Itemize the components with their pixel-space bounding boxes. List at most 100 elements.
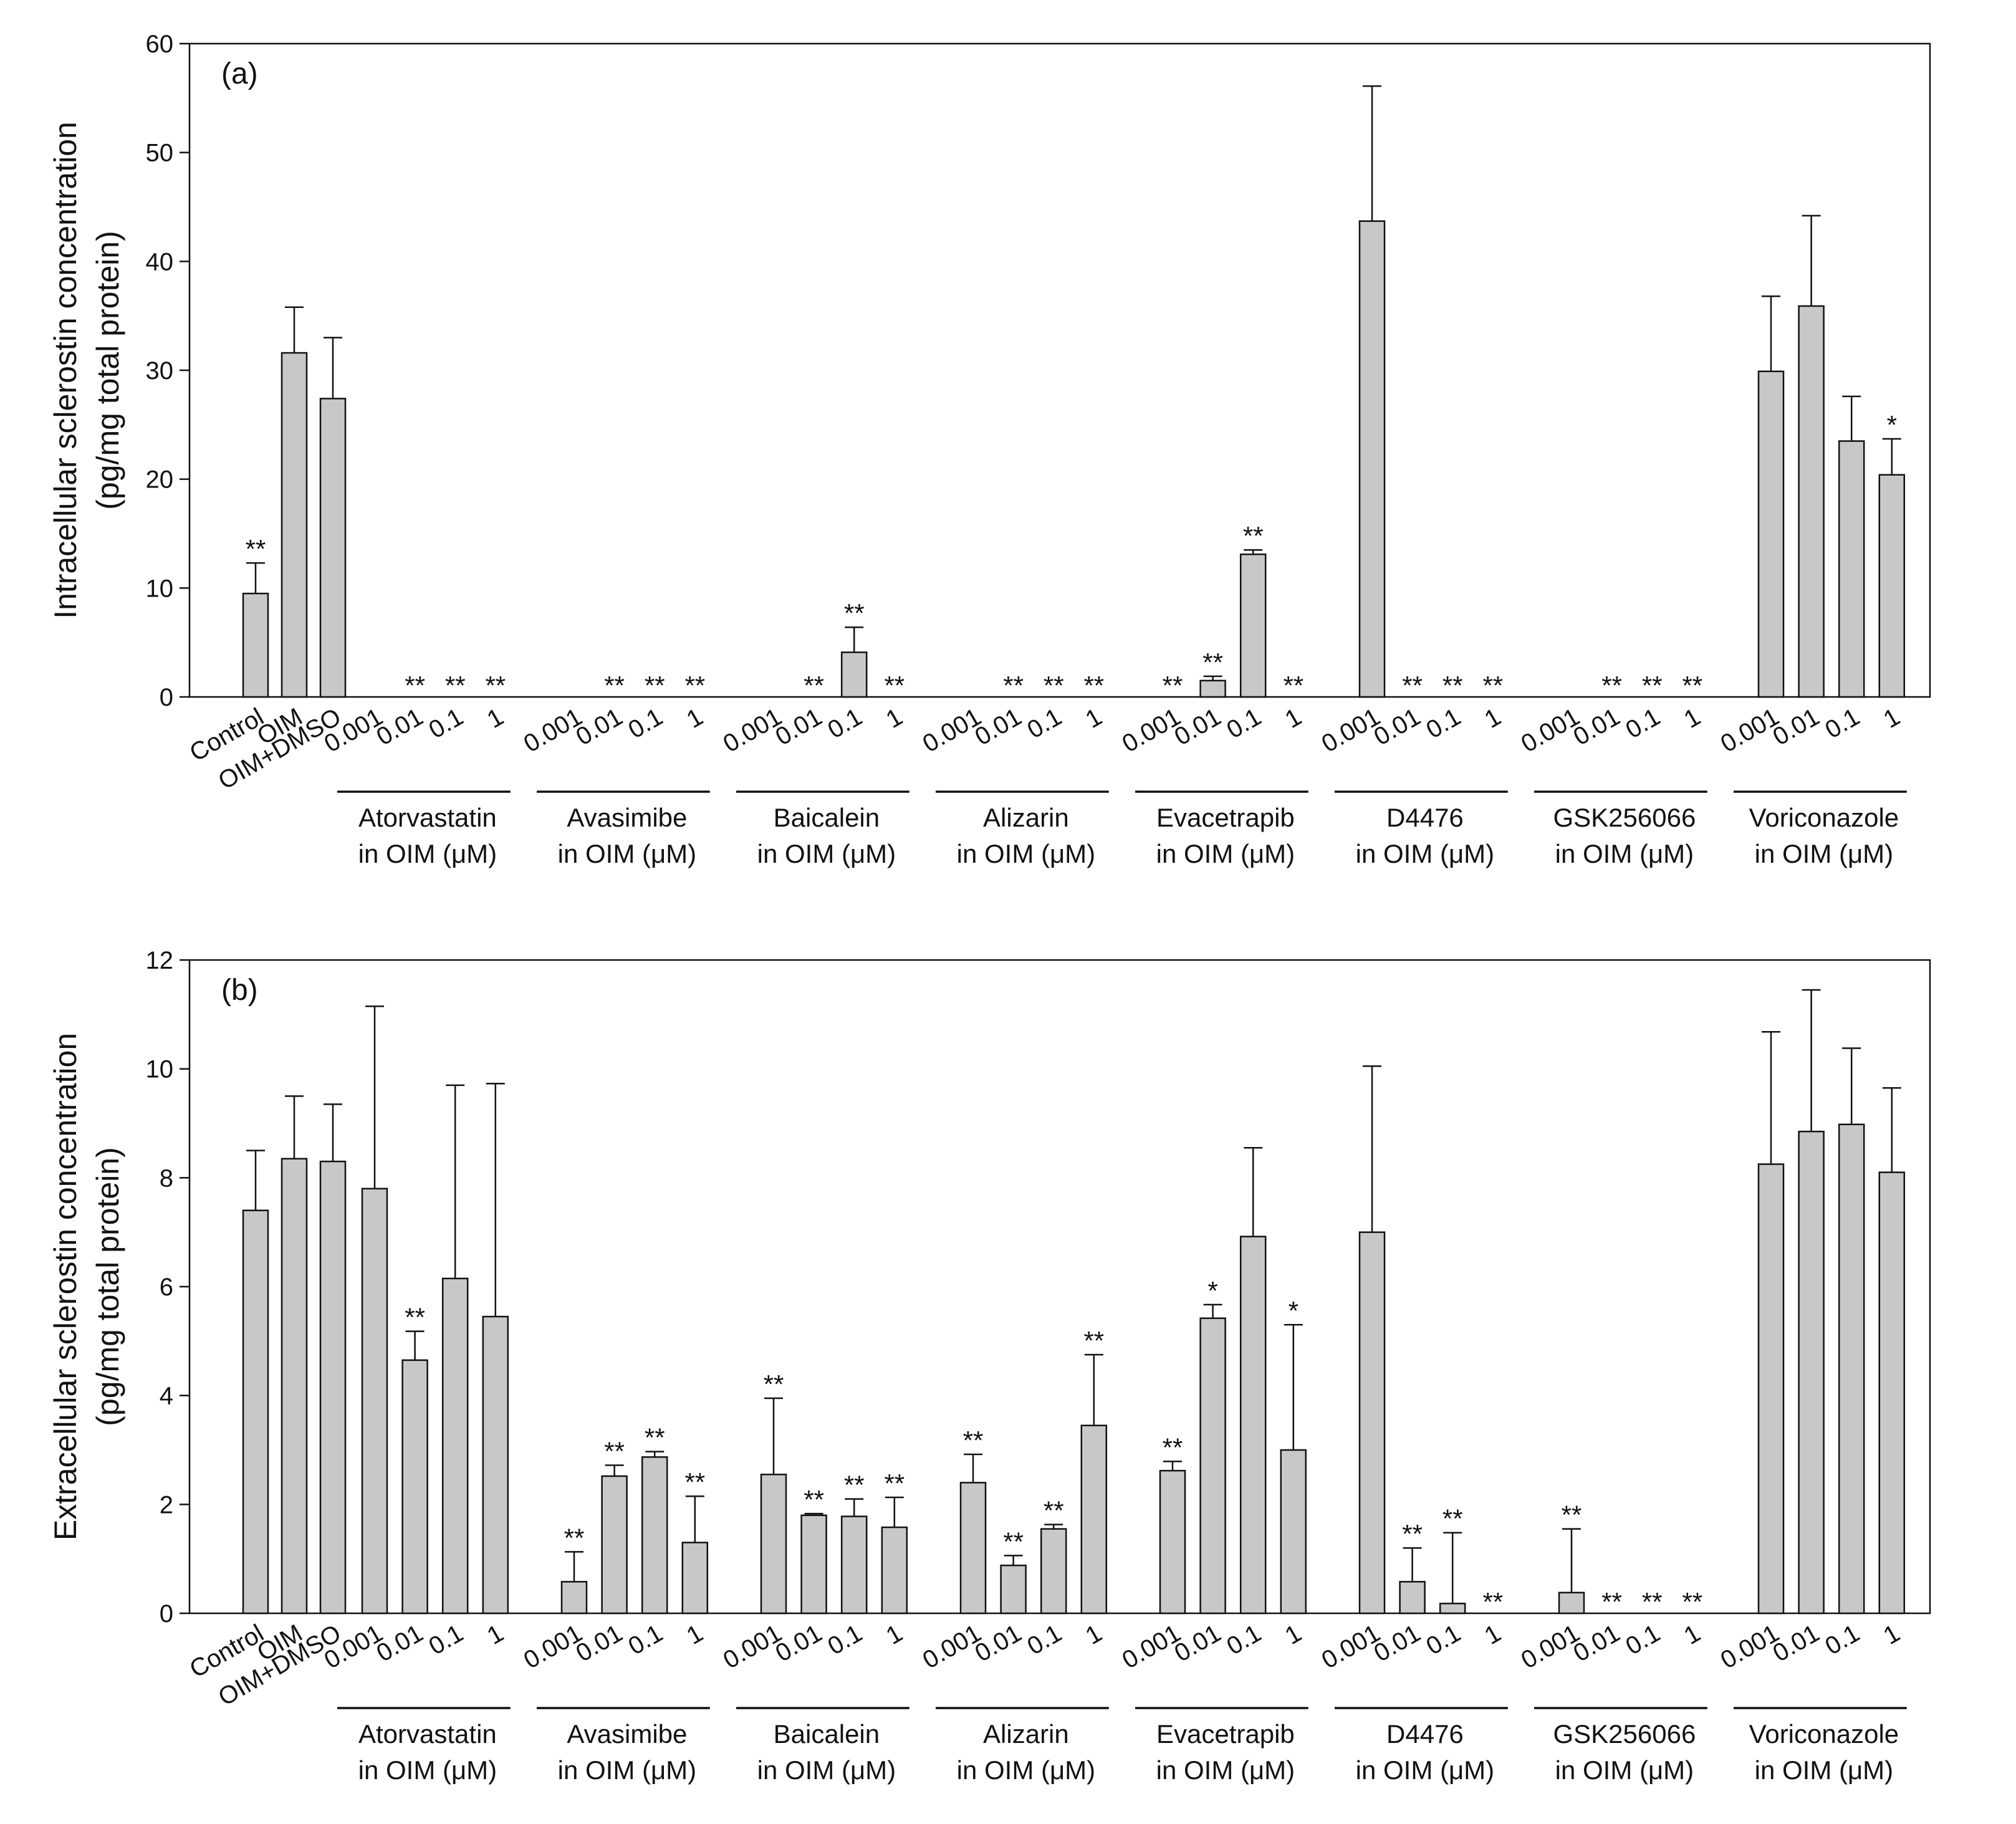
x-tick-label: 0.1 (1621, 1620, 1665, 1661)
bar (1757, 370, 1785, 698)
x-tick-label: 0.1 (1821, 703, 1865, 744)
y-axis-title: Extracellular sclerostin concentration (48, 1033, 83, 1540)
significance-mark: ** (1601, 671, 1622, 700)
significance-mark: ** (1482, 1587, 1503, 1616)
significance-mark: ** (1601, 1587, 1622, 1616)
bar (242, 1209, 269, 1615)
panel-label: (a) (221, 57, 258, 90)
y-tick-label: 50 (146, 140, 174, 167)
significance-mark: ** (684, 1467, 705, 1497)
significance-mark: ** (485, 671, 506, 700)
group-unit: in OIM (μM) (1755, 839, 1894, 868)
plot-frame (188, 42, 1931, 698)
x-tick-label: 1 (1480, 1620, 1505, 1650)
significance-mark: ** (1642, 671, 1663, 700)
x-tick-label: 0.01 (372, 1620, 428, 1668)
y-tick-label: 0 (160, 684, 173, 711)
x-tick-label: 0.1 (1821, 1620, 1865, 1661)
x-tick-label: 1 (1081, 1620, 1106, 1650)
group-unit: in OIM (μM) (757, 839, 896, 868)
x-tick-label: 1 (1679, 1620, 1705, 1650)
bar (1239, 553, 1267, 698)
x-tick-label: 1 (1879, 1620, 1904, 1650)
y-tick-label: 40 (146, 248, 174, 276)
group-unit: in OIM (μM) (358, 1755, 497, 1785)
y-tick-label: 4 (160, 1383, 173, 1410)
bar (319, 398, 347, 698)
x-tick-label: 0.01 (971, 703, 1026, 751)
group-unit: in OIM (μM) (1555, 1755, 1694, 1785)
group-name: Avasimibe (567, 1719, 687, 1749)
y-tick-label: 8 (160, 1164, 173, 1192)
significance-mark: ** (1442, 671, 1463, 700)
x-tick-label: 0.1 (823, 703, 867, 744)
y-tick-label: 6 (160, 1274, 173, 1301)
x-tick-label: 0.01 (1170, 1620, 1226, 1668)
bar (840, 651, 868, 698)
bar (319, 1160, 347, 1615)
significance-mark: * (1887, 410, 1897, 439)
x-tick-label: 1 (1879, 703, 1904, 734)
significance-mark: ** (1642, 1587, 1663, 1616)
significance-mark: ** (1482, 671, 1503, 700)
group-name: Avasimibe (567, 803, 687, 832)
group-name: Atorvastatin (358, 1719, 497, 1749)
significance-mark: ** (844, 598, 865, 628)
x-tick-label: 1 (482, 703, 508, 734)
panel-label: (b) (221, 974, 258, 1007)
significance-mark: ** (1003, 1527, 1024, 1556)
bar (1798, 1130, 1825, 1615)
x-tick-label: 1 (682, 703, 708, 734)
x-tick-label: 0.01 (1569, 1620, 1625, 1668)
bar (1838, 1123, 1865, 1615)
group-unit: in OIM (μM) (1356, 839, 1495, 868)
y-tick-label: 12 (146, 947, 174, 974)
bar (1558, 1591, 1585, 1615)
significance-mark: ** (1202, 648, 1223, 677)
group-unit: in OIM (μM) (957, 1755, 1096, 1785)
significance-mark: ** (405, 1303, 425, 1332)
significance-mark: ** (645, 671, 665, 700)
y-tick-label: 60 (146, 31, 174, 58)
group-unit: in OIM (μM) (558, 839, 697, 868)
bar (1838, 440, 1865, 698)
group-name: GSK256066 (1553, 1719, 1696, 1749)
x-tick-label: 0.1 (1422, 703, 1466, 744)
x-tick-label: 0.1 (1023, 1620, 1067, 1661)
group-name: Baicalein (774, 803, 880, 832)
bar (840, 1515, 868, 1615)
significance-mark: ** (246, 534, 266, 564)
bar (560, 1581, 588, 1615)
x-tick-label: 0.1 (1222, 1620, 1266, 1661)
x-tick-label: 0.1 (1621, 703, 1665, 744)
y-axis-subtitle: (pg/mg total protein) (90, 231, 125, 509)
significance-mark: ** (1402, 671, 1423, 700)
bar (959, 1482, 987, 1615)
x-tick-label: 0.01 (1569, 703, 1625, 751)
group-name: Alizarin (983, 1719, 1069, 1749)
y-axis-subtitle: (pg/mg total protein) (90, 1147, 125, 1426)
bar (361, 1188, 388, 1615)
group-unit: in OIM (μM) (1555, 839, 1694, 868)
group-name: GSK256066 (1553, 803, 1696, 832)
x-tick-label: 0.01 (572, 703, 627, 751)
group-unit: in OIM (μM) (1356, 1755, 1495, 1785)
bar (760, 1474, 787, 1615)
group-name: D4476 (1386, 1719, 1464, 1749)
group-unit: in OIM (μM) (1156, 1755, 1295, 1785)
group-name: Alizarin (983, 803, 1069, 832)
group-name: D4476 (1386, 803, 1464, 832)
bar (482, 1315, 509, 1615)
bar (1798, 305, 1825, 698)
significance-mark: ** (1682, 671, 1702, 700)
group-unit: in OIM (μM) (957, 839, 1096, 868)
significance-mark: ** (1243, 521, 1264, 550)
x-tick-label: 1 (1280, 703, 1306, 734)
x-tick-label: 0.01 (771, 1620, 827, 1668)
x-tick-label: 0.1 (425, 703, 468, 744)
significance-mark: ** (1083, 1326, 1104, 1355)
significance-mark: * (1289, 1296, 1298, 1325)
group-name: Atorvastatin (358, 803, 497, 832)
bar (242, 592, 269, 698)
significance-mark: ** (804, 1485, 824, 1514)
